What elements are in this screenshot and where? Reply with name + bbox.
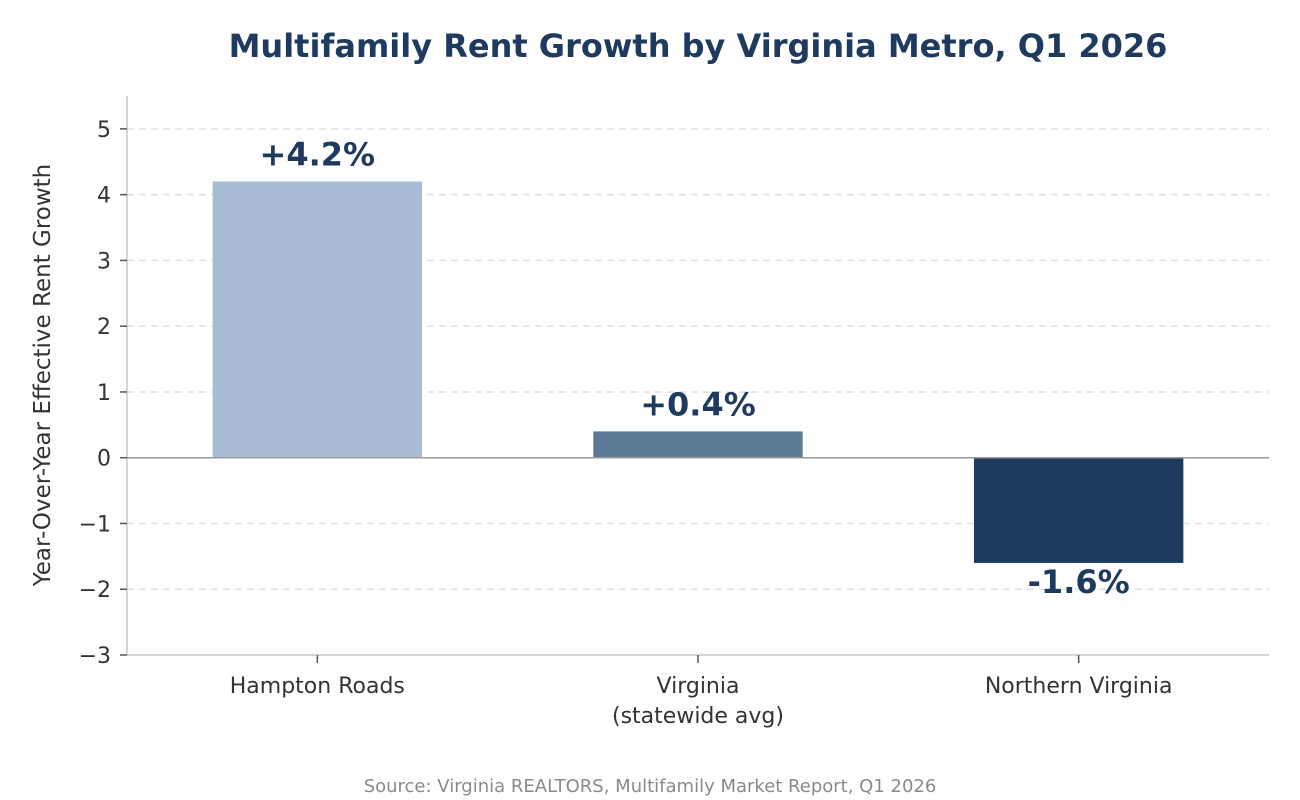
- x-tick-label: Hampton Roads: [230, 674, 405, 699]
- y-tick-label: 1: [97, 381, 111, 406]
- data-label: +4.2%: [260, 135, 376, 173]
- y-tick-label: −3: [79, 644, 111, 669]
- y-tick-label: −2: [79, 578, 111, 603]
- gridlines: [127, 128, 1269, 656]
- y-tick-label: 4: [97, 184, 111, 209]
- data-label: +0.4%: [640, 385, 756, 423]
- y-tick-label: −1: [79, 512, 111, 537]
- chart-title: Multifamily Rent Growth by Virginia Metr…: [229, 27, 1168, 65]
- y-tick-label: 0: [97, 447, 111, 472]
- source-note: Source: Virginia REALTORS, Multifamily M…: [364, 776, 937, 797]
- tick-labels: −3 −2 −1 0 1 2 3 4 5 Hampton Roads Virginia (statew…: [79, 118, 1173, 729]
- bar: [212, 181, 423, 458]
- bar: [973, 457, 1184, 563]
- y-tick-label: 3: [97, 249, 111, 274]
- y-tick-label: 2: [97, 315, 111, 340]
- y-tick-label: 5: [97, 118, 111, 143]
- x-tick-label: Northern Virginia: [985, 674, 1173, 699]
- bars: [212, 181, 1184, 563]
- y-axis-label: Year-Over-Year Effective Rent Growth: [30, 164, 56, 588]
- x-tick-label: Virginia (statewide avg): [612, 674, 784, 729]
- bar: [593, 431, 803, 458]
- data-labels: +4.2% +0.4% -1.6%: [260, 135, 1130, 600]
- data-label: -1.6%: [1028, 563, 1130, 601]
